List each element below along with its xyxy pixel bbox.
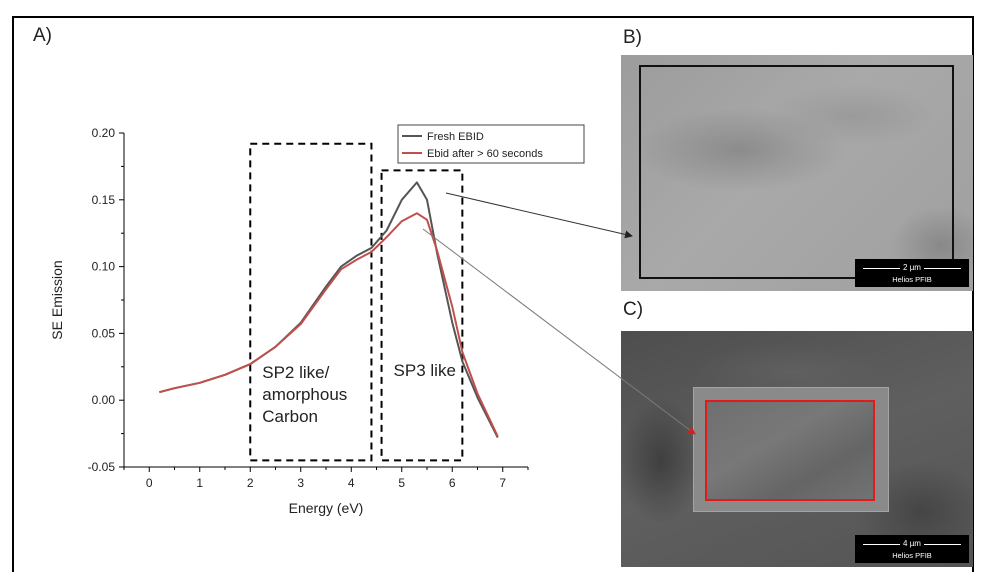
scale-bar-c: 4 µm Helios PFIB [855,535,969,563]
y-tick-label: 0.20 [92,126,116,140]
legend-label: Fresh EBID [427,131,484,143]
x-tick-label: 3 [297,476,304,490]
y-axis-label: SE Emission [49,260,65,339]
y-tick-label: 0.05 [92,326,116,340]
y-tick-label: 0.00 [92,393,116,407]
x-tick-label: 5 [398,476,405,490]
y-tick-label: -0.05 [88,460,116,474]
legend-box [397,124,585,164]
scale-bar-value: 4 µm [900,539,924,548]
roi-rectangle-c [705,400,875,501]
sp2-region-box [249,142,373,462]
x-tick-label: 0 [146,476,153,490]
figure-frame [12,16,974,572]
x-tick-label: 1 [196,476,203,490]
legend-label: Ebid after > 60 seconds [427,148,543,160]
y-tick-label: 0.10 [92,260,116,274]
x-tick-label: 4 [348,476,355,490]
scale-bar-b: 2 µm Helios PFIB [855,259,969,287]
sem-image-b: 2 µm Helios PFIB [621,55,973,291]
panel-a-label: A) [33,25,52,46]
panel-b-label: B) [623,27,642,48]
x-tick-label: 2 [247,476,254,490]
region-label-line: Carbon [262,407,318,426]
region-label-line: SP2 like/ [262,363,329,382]
region-label-line: SP3 like [394,361,456,380]
sp2-region-label: SP2 like/amorphous Carbon [262,363,347,426]
y-tick-label: 0.15 [92,193,116,207]
sem-image-c: 4 µm Helios PFIB [621,331,973,567]
panel-c-label: C) [623,299,644,320]
sp3-region-box [380,169,464,462]
chart: 0 1 2 3 4 5 6 7 -0.05 0.00 0.05 0.10 0.15 0.20 Energy … [49,124,585,516]
x-tick-label: 6 [449,476,456,490]
x-tick-label: 7 [499,476,506,490]
scale-bar-instrument: Helios PFIB [892,551,932,560]
scale-bar-value: 2 µm [900,263,924,272]
x-axis-label: Energy (eV) [289,500,364,516]
scale-bar-instrument: Helios PFIB [892,275,932,284]
region-label-line: amorphous [262,385,347,404]
roi-rectangle-b [639,65,954,279]
sp3-region-label: SP3 like [394,361,456,380]
